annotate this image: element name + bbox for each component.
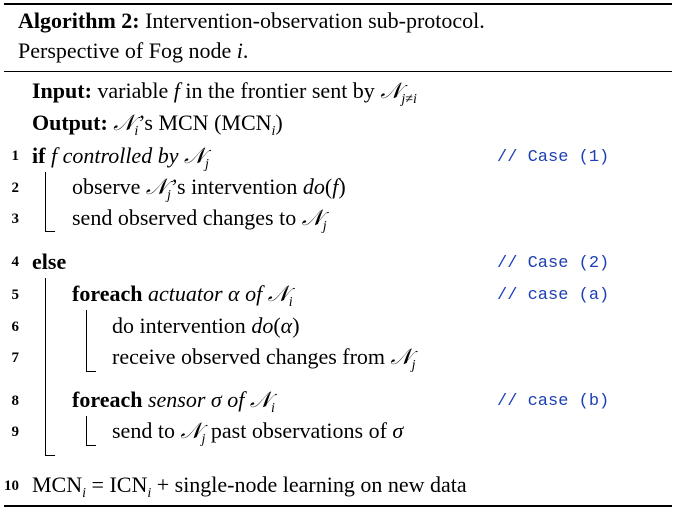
caption-rule: [4, 71, 672, 72]
line-2: observe 𝒩j’s intervention do(f): [72, 174, 346, 203]
line-3: send observed changes to 𝒩j: [72, 205, 327, 234]
comment-case-b: // case (b): [497, 392, 610, 411]
line-number-4: 4: [11, 254, 20, 270]
line-number-8: 8: [11, 393, 20, 409]
output-line: Output: 𝒩i’s MCN (MCNi): [32, 110, 283, 139]
line-number-10: 10: [4, 478, 19, 494]
line-8: foreach sensor σ of 𝒩i: [72, 387, 275, 416]
foreach-actuator-block-bar: [86, 310, 87, 372]
line-10: MCNi = ICNi + single-node learning on ne…: [32, 472, 467, 501]
algorithm-label: Algorithm 2:: [18, 8, 140, 33]
algorithm-caption-line-2: Perspective of Fog node i.: [18, 38, 249, 63]
comment-case-2: // Case (2): [497, 254, 610, 273]
foreach-actuator-block-tick: [86, 371, 96, 372]
top-rule: [4, 3, 672, 5]
line-9: send to 𝒩j past observations of σ: [112, 418, 404, 447]
line-number-6: 6: [11, 319, 20, 335]
line-5: foreach actuator α of 𝒩i: [72, 281, 293, 310]
else-block-tick: [45, 455, 55, 456]
foreach-sensor-block-tick: [86, 445, 96, 446]
foreach-sensor-block-bar: [86, 416, 87, 446]
if-block-tick: [45, 231, 55, 232]
line-1: if f controlled by 𝒩j: [32, 143, 209, 172]
line-number-9: 9: [11, 424, 20, 440]
line-4: else: [32, 249, 67, 274]
input-line: Input: variable f in the frontier sent b…: [32, 78, 417, 107]
line-number-1: 1: [11, 148, 20, 164]
line-7: receive observed changes from 𝒩j: [112, 344, 416, 373]
caption-title: Intervention-observation sub-protocol.: [145, 8, 485, 33]
else-block-bar: [45, 278, 46, 456]
line-number-3: 3: [11, 211, 20, 227]
line-number-2: 2: [11, 180, 20, 196]
line-number-5: 5: [11, 287, 20, 303]
algorithm-caption-line-1: Algorithm 2: Intervention-observation su…: [18, 8, 485, 34]
comment-case-1: // Case (1): [497, 148, 610, 167]
line-number-7: 7: [11, 350, 20, 366]
comment-case-a: // case (a): [497, 286, 610, 305]
if-block-bar: [45, 172, 46, 232]
line-6: do intervention do(α): [112, 313, 300, 338]
bottom-rule: [4, 505, 672, 507]
